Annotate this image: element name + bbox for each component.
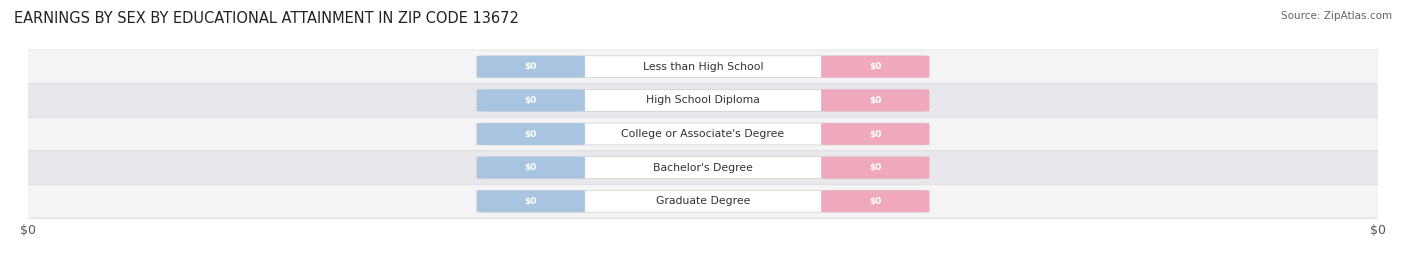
FancyBboxPatch shape	[477, 90, 585, 111]
FancyBboxPatch shape	[14, 184, 1392, 218]
Text: $0: $0	[524, 96, 537, 105]
FancyBboxPatch shape	[14, 50, 1392, 84]
FancyBboxPatch shape	[477, 123, 929, 145]
FancyBboxPatch shape	[477, 157, 929, 178]
Text: $0: $0	[869, 197, 882, 206]
Text: $0: $0	[869, 62, 882, 71]
Text: High School Diploma: High School Diploma	[647, 95, 759, 105]
FancyBboxPatch shape	[14, 117, 1392, 151]
Text: Bachelor's Degree: Bachelor's Degree	[652, 163, 754, 173]
Text: Graduate Degree: Graduate Degree	[655, 196, 751, 206]
FancyBboxPatch shape	[477, 190, 929, 212]
FancyBboxPatch shape	[821, 90, 929, 111]
Text: Source: ZipAtlas.com: Source: ZipAtlas.com	[1281, 11, 1392, 21]
Text: EARNINGS BY SEX BY EDUCATIONAL ATTAINMENT IN ZIP CODE 13672: EARNINGS BY SEX BY EDUCATIONAL ATTAINMEN…	[14, 11, 519, 26]
Text: College or Associate's Degree: College or Associate's Degree	[621, 129, 785, 139]
Text: $0: $0	[869, 163, 882, 172]
FancyBboxPatch shape	[477, 56, 929, 78]
Text: $0: $0	[869, 96, 882, 105]
Text: $0: $0	[869, 129, 882, 139]
FancyBboxPatch shape	[477, 123, 585, 145]
FancyBboxPatch shape	[477, 56, 585, 78]
Text: $0: $0	[524, 197, 537, 206]
FancyBboxPatch shape	[821, 157, 929, 178]
Text: Less than High School: Less than High School	[643, 62, 763, 72]
FancyBboxPatch shape	[477, 190, 585, 212]
FancyBboxPatch shape	[14, 151, 1392, 184]
Text: $0: $0	[524, 163, 537, 172]
FancyBboxPatch shape	[821, 190, 929, 212]
FancyBboxPatch shape	[821, 123, 929, 145]
FancyBboxPatch shape	[477, 90, 929, 111]
FancyBboxPatch shape	[477, 157, 585, 178]
Text: $0: $0	[524, 129, 537, 139]
FancyBboxPatch shape	[14, 84, 1392, 117]
Text: $0: $0	[524, 62, 537, 71]
FancyBboxPatch shape	[821, 56, 929, 78]
